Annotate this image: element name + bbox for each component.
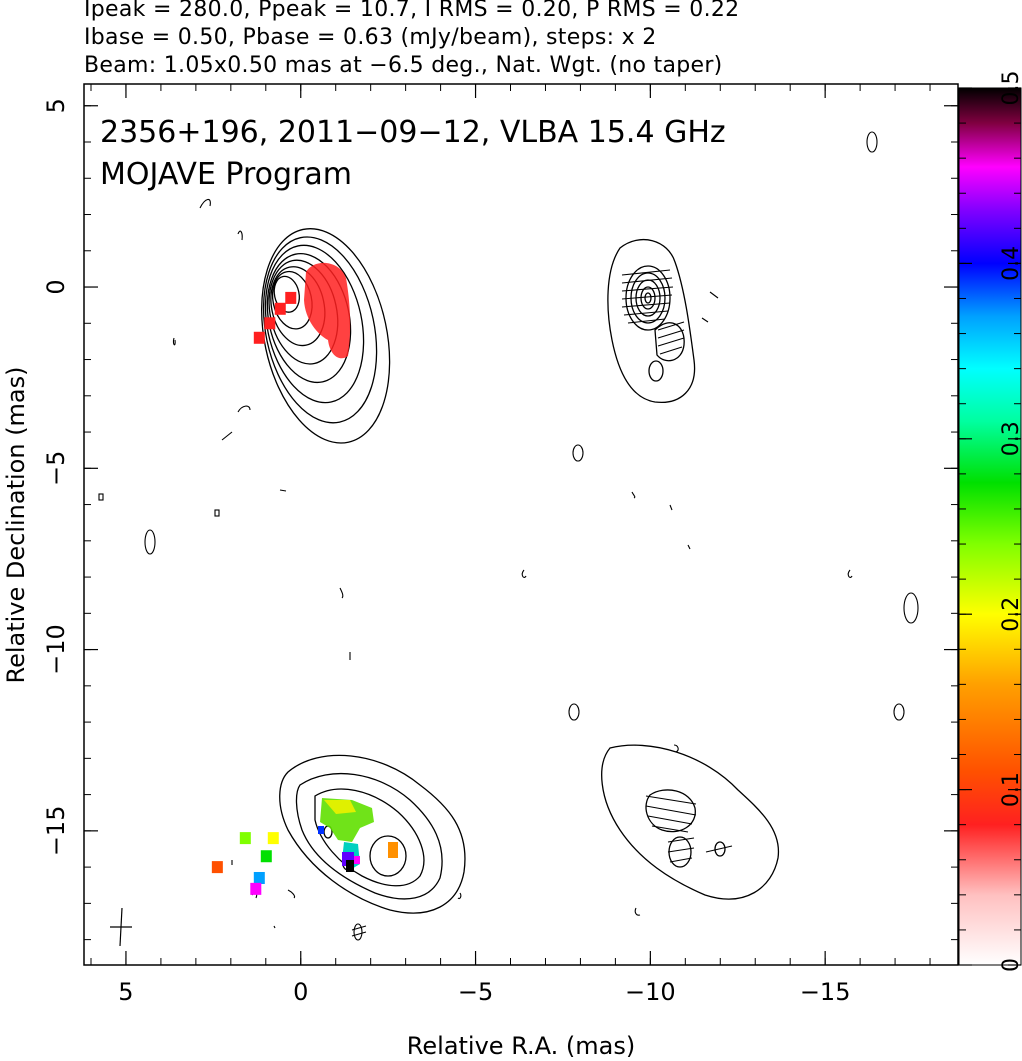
contour-tl-1 bbox=[273, 275, 300, 313]
contour-tl-7 bbox=[262, 236, 378, 424]
contour-tr-6 bbox=[654, 322, 685, 362]
cb-tick-label: 0.3 bbox=[999, 421, 1022, 456]
pol-pixel-blue bbox=[318, 826, 324, 834]
y-tick-label: −10 bbox=[42, 624, 70, 675]
contours-bottom-left bbox=[279, 754, 466, 914]
y-tick-label: −15 bbox=[42, 806, 70, 857]
cb-tick-label: 0.4 bbox=[999, 246, 1022, 281]
y-tick-label: 5 bbox=[42, 98, 70, 113]
contour-br-1 bbox=[645, 789, 696, 833]
pol-pixel bbox=[211, 861, 223, 874]
y-axis-label: Relative Declination (mas) bbox=[2, 366, 30, 683]
contour-tr-1 bbox=[625, 265, 671, 331]
x-tick-label: −5 bbox=[458, 978, 493, 1006]
evpa-vectors bbox=[351, 269, 733, 937]
cb-tick-label: 0.1 bbox=[999, 772, 1022, 807]
y-ticks: 5 0 −5 −10 −15 bbox=[42, 98, 958, 941]
x-axis-label: Relative R.A. (mas) bbox=[407, 1032, 635, 1060]
beam-marker bbox=[110, 907, 132, 947]
header-line-2: Ibase = 0.50, Pbase = 0.63 (mJy/beam), s… bbox=[84, 25, 657, 50]
x-tick-label: 5 bbox=[118, 978, 133, 1006]
chart-title: 2356+196, 2011−09−12, VLBA 15.4 GHz bbox=[100, 115, 726, 150]
x-tick-label: −15 bbox=[800, 978, 851, 1006]
fractional-polarization-pixels bbox=[211, 262, 398, 895]
contour-tr-7 bbox=[648, 360, 664, 382]
pol-pixel bbox=[253, 871, 265, 884]
pol-pixel bbox=[285, 291, 297, 304]
pol-pixel bbox=[267, 832, 279, 845]
pol-region-top-left bbox=[304, 262, 351, 359]
contour-tl-6 bbox=[264, 244, 365, 404]
colorbar-frame bbox=[958, 87, 1022, 966]
x-ticks: 5 0 −5 −10 −15 bbox=[90, 84, 931, 1006]
y-tick-label: −5 bbox=[42, 451, 70, 486]
colorbar-ticks: 0 0.1 0.2 0.3 0.4 0.5 bbox=[959, 71, 1022, 972]
contour-tr-5 bbox=[644, 292, 652, 304]
cb-tick-label: 0 bbox=[999, 958, 1022, 972]
pol-pixel bbox=[239, 832, 251, 845]
x-tick-label: 0 bbox=[293, 978, 308, 1006]
pol-pixel bbox=[253, 331, 265, 344]
pol-pixel bbox=[260, 850, 272, 863]
pol-pixel bbox=[264, 317, 276, 330]
contours-top-right bbox=[607, 238, 696, 403]
chart-subtitle: MOJAVE Program bbox=[100, 157, 352, 192]
contour-bl-outer bbox=[279, 754, 466, 914]
contours-top-left bbox=[261, 228, 391, 444]
pol-pixel-black bbox=[346, 860, 354, 872]
pol-pixel bbox=[250, 882, 262, 895]
cb-tick-label: 0.5 bbox=[999, 71, 1022, 106]
noise-contours bbox=[98, 131, 919, 941]
contours-bottom-right bbox=[601, 744, 780, 900]
colorbar bbox=[959, 88, 1021, 965]
pol-pixel-orange bbox=[388, 842, 398, 858]
x-tick-label: −10 bbox=[625, 978, 676, 1006]
header-line-1: Ipeak = 280.0, Ppeak = 10.7, I RMS = 0.2… bbox=[84, 0, 740, 22]
cb-tick-label: 0.2 bbox=[999, 597, 1022, 632]
contour-br-3 bbox=[714, 841, 726, 857]
contour-tr-outer bbox=[607, 238, 696, 403]
contour-bl-2 bbox=[295, 772, 443, 900]
contour-br-outer bbox=[601, 744, 780, 900]
plot-frame bbox=[83, 83, 959, 966]
pol-region-yellow bbox=[324, 800, 356, 814]
y-tick-label: 0 bbox=[42, 279, 70, 294]
header-line-3: Beam: 1.05x0.50 mas at −6.5 deg., Nat. W… bbox=[84, 53, 723, 78]
contour-bl-4 bbox=[369, 835, 407, 877]
contour-lines bbox=[98, 131, 919, 941]
contour-tl-8 bbox=[261, 228, 391, 444]
pol-pixel bbox=[274, 302, 286, 315]
contour-bl-3 bbox=[314, 788, 425, 887]
pol-pixel-magenta bbox=[354, 856, 360, 864]
